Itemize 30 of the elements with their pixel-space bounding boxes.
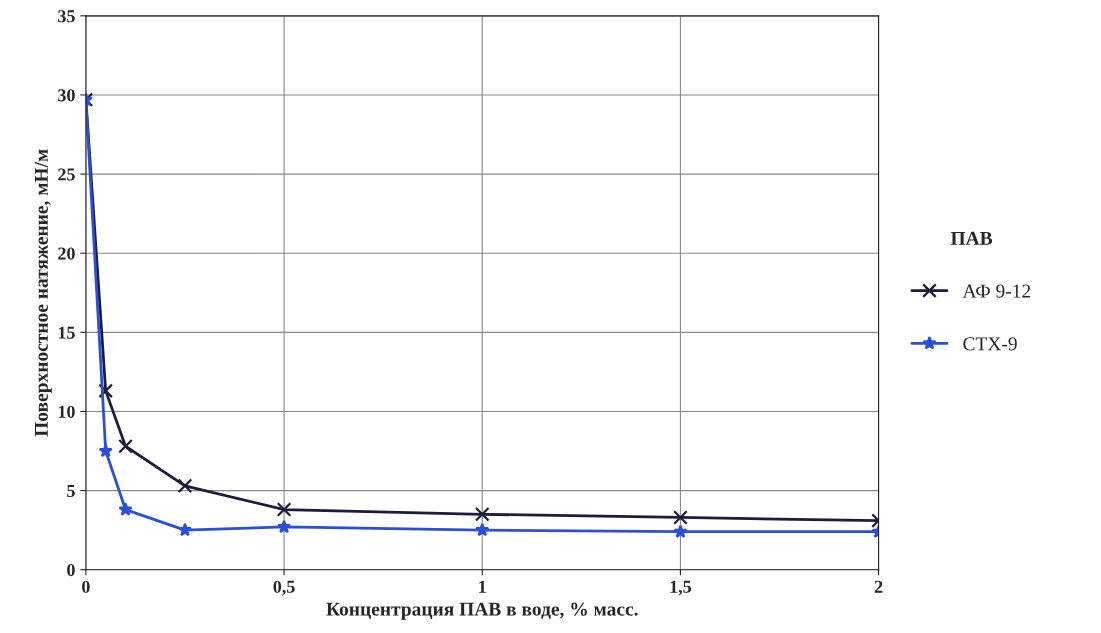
legend-label: АФ 9-12 (962, 284, 1031, 298)
y-tick-label: 35 (58, 10, 75, 23)
point (118, 438, 133, 454)
legend-label: СТХ-9 (963, 337, 1017, 351)
x-tick-label: 2 (874, 580, 883, 593)
y-tick-label: 30 (58, 89, 75, 102)
x-tick-label: 1 (479, 580, 486, 593)
x-axis-title: Концентрация ПАВ в воде, % масс. (326, 602, 638, 620)
point (673, 524, 688, 538)
y-tick-label: 0 (67, 563, 75, 577)
x-tick-label: 1,5 (670, 580, 692, 596)
point (98, 383, 114, 399)
point (474, 506, 490, 522)
x-tick-label: 0 (82, 580, 90, 593)
point (177, 522, 193, 537)
y-tick-label: 15 (58, 326, 75, 339)
legend-title: ПАВ (950, 231, 993, 245)
point (475, 522, 490, 537)
y-tick-label: 5 (67, 485, 75, 498)
point (276, 502, 292, 517)
point (673, 510, 688, 525)
y-tick-label: 25 (58, 168, 75, 181)
y-axis-title: Поверхностное натяжение, мН/м (34, 149, 52, 437)
y-tick-label: 10 (58, 405, 75, 418)
x-tick-label: 0,5 (273, 580, 295, 596)
point (118, 502, 133, 516)
point (177, 478, 193, 494)
y-tick-label: 20 (58, 247, 75, 260)
point (277, 519, 292, 534)
point (98, 443, 113, 458)
